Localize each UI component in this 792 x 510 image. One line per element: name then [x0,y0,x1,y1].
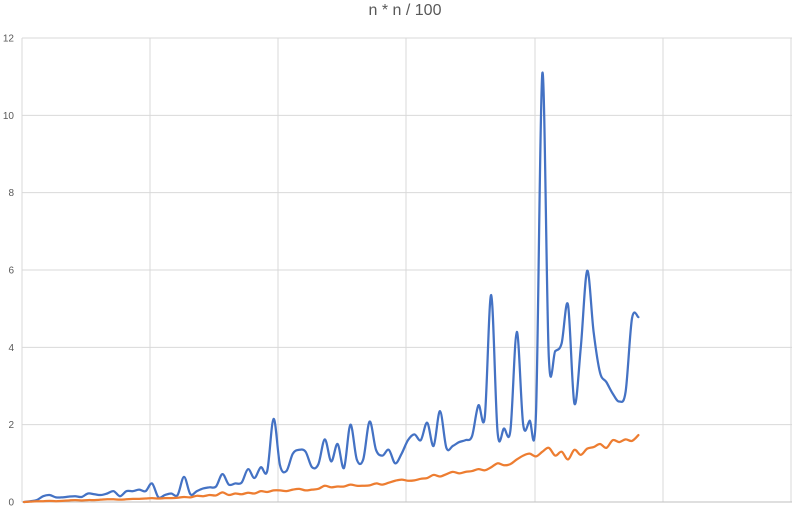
chart-title: n * n / 100 [368,2,442,19]
y-tick-label: 2 [8,420,14,431]
y-tick-label: 10 [3,111,15,122]
y-tick-label: 0 [8,498,14,509]
y-tick-labels: 0 2 4 6 8 10 12 [3,34,15,509]
y-tick-label: 8 [8,188,14,199]
y-tick-label: 6 [8,266,14,277]
series-line-1 [22,71,640,504]
y-tick-label: 4 [8,343,14,354]
y-tick-label: 12 [3,34,15,45]
gridlines [21,37,792,502]
series-lines [22,71,640,504]
series-line-2 [22,433,640,504]
